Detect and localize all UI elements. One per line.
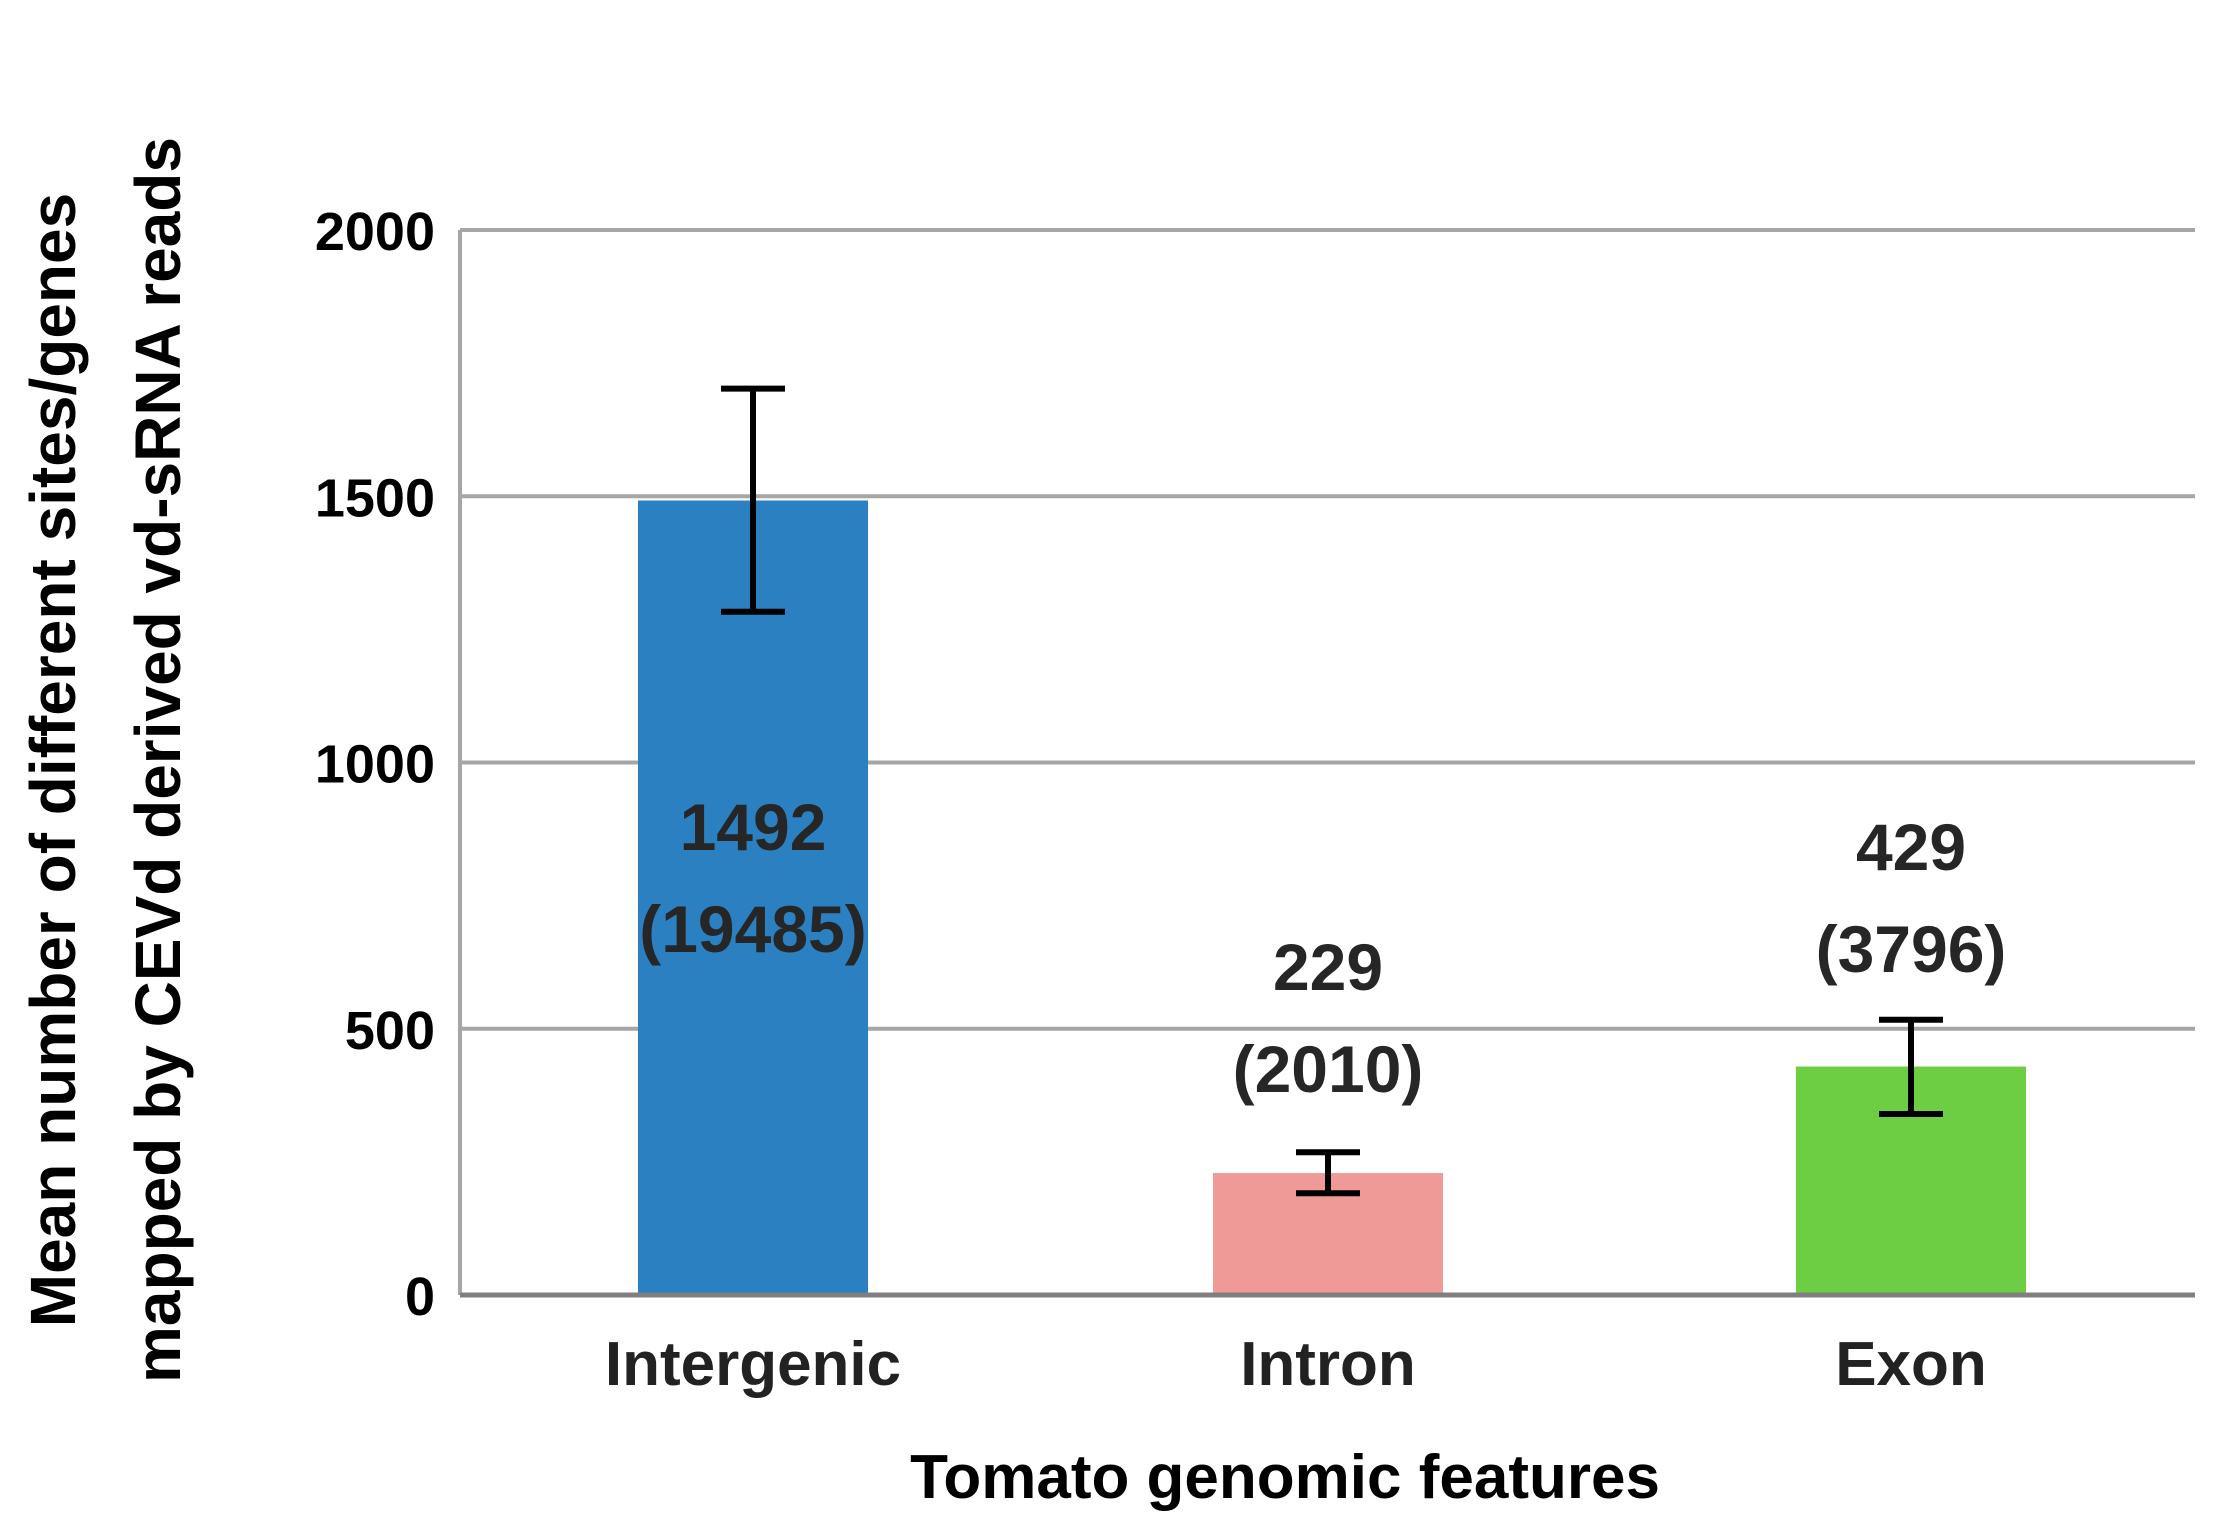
- y-axis-title-line: Mean number of different sites/genes: [17, 193, 89, 1327]
- y-tick-label: 0: [405, 1267, 435, 1327]
- category-label: Exon: [1835, 1330, 1987, 1399]
- category-label: Intron: [1240, 1330, 1416, 1399]
- bar-value-label: (19485): [639, 892, 867, 966]
- bar-value-label: 1492: [680, 790, 827, 864]
- bar-value-label: 429: [1856, 810, 1966, 884]
- category-label: Intergenic: [605, 1330, 901, 1399]
- axes: [458, 230, 2195, 1298]
- y-tick-label: 1000: [315, 735, 435, 795]
- y-axis-title: Mean number of different sites/genes mapp…: [17, 137, 194, 1383]
- x-category-labels: Intergenic Intron Exon: [605, 1330, 1987, 1399]
- y-tick-labels: 0 500 1000 1500 2000: [315, 202, 435, 1327]
- error-bars: [721, 385, 1943, 1197]
- y-axis-title-line: mapped by CEVd derived vd-sRNA reads: [122, 137, 194, 1383]
- bar-value-label: (2010): [1233, 1032, 1424, 1106]
- bar-value-label: 229: [1273, 930, 1383, 1004]
- y-tick-label: 1500: [315, 468, 435, 528]
- y-tick-label: 500: [345, 1001, 435, 1061]
- bar-value-labels: 1492 (19485) 229 (2010) 429 (3796): [639, 790, 2006, 1106]
- y-tick-label: 2000: [315, 202, 435, 262]
- bar-intergenic: [638, 500, 868, 1295]
- x-axis-title: Tomato genomic features: [910, 1443, 1660, 1512]
- bar-value-label: (3796): [1816, 912, 2007, 986]
